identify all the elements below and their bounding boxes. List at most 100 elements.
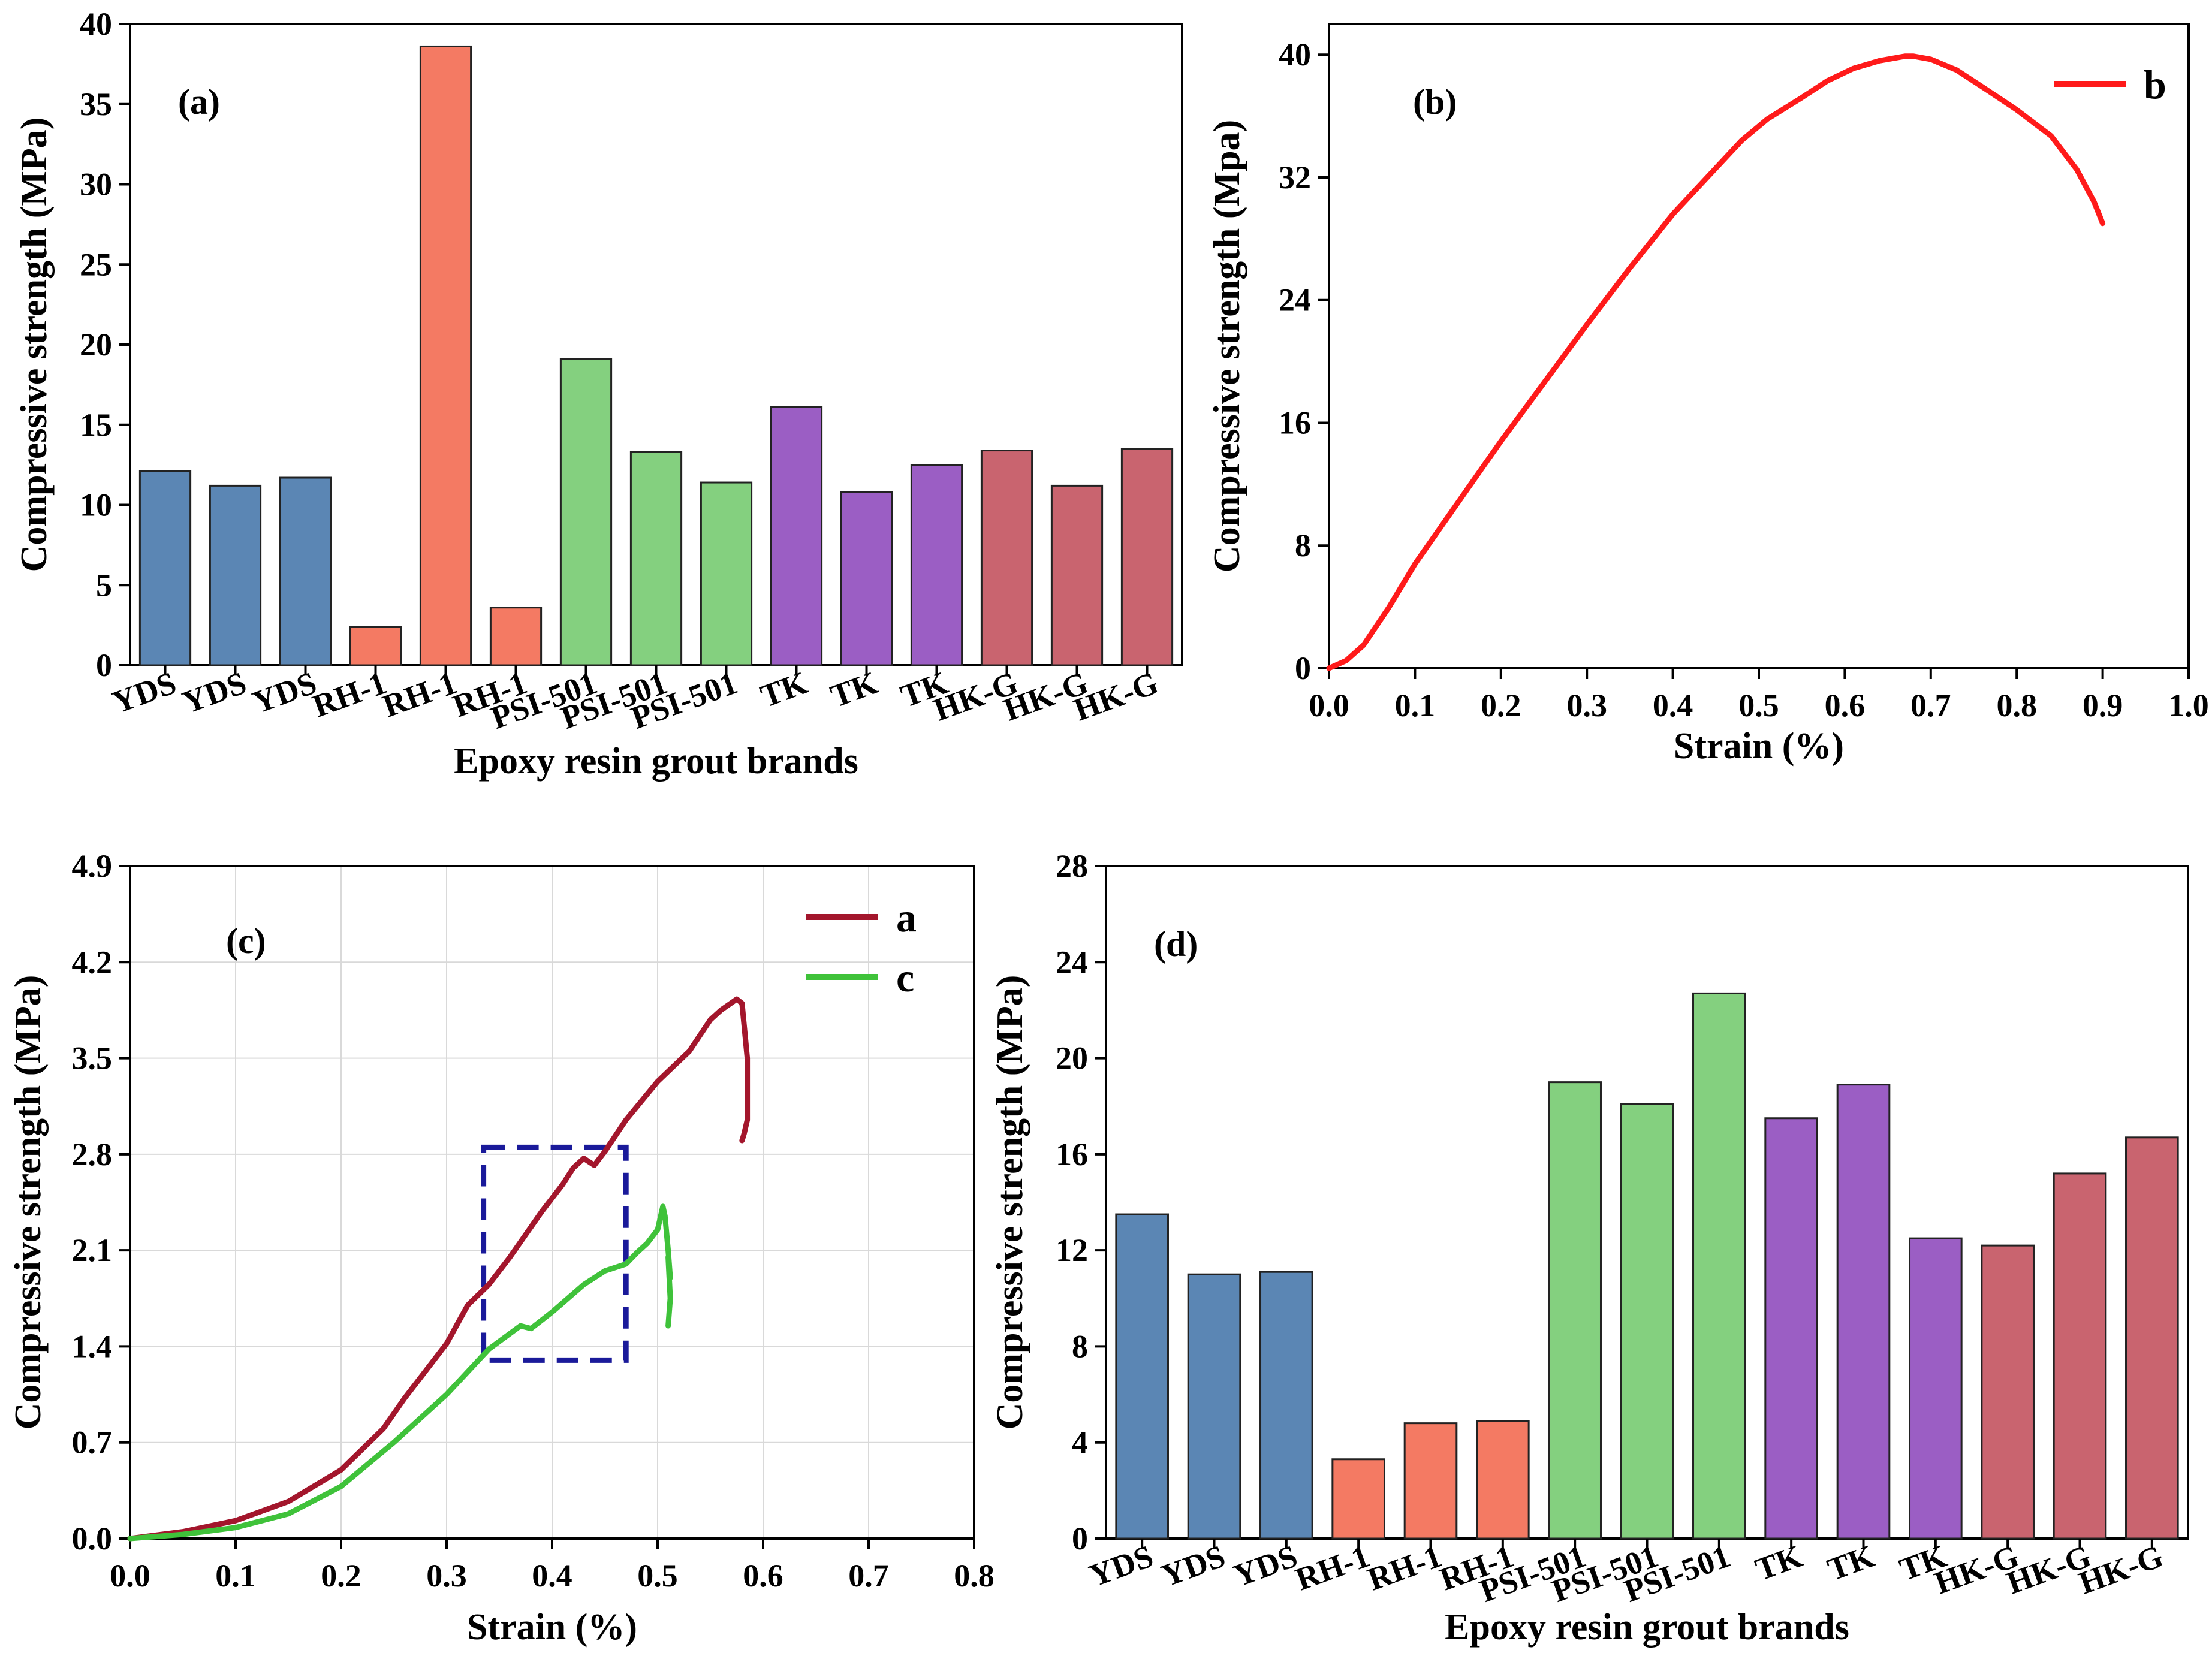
bar-hk-g	[1120, 448, 1174, 666]
y-tick-label: 35	[80, 86, 112, 122]
x-tick-label: RH-1	[1363, 1538, 1446, 1597]
y-tick-label: 16	[1279, 405, 1311, 441]
x-tick-label: 0.3	[1566, 687, 1607, 723]
x-tick-label: YDS	[1084, 1538, 1158, 1594]
bar-tk	[910, 464, 963, 666]
plot-frame	[1328, 23, 2190, 669]
x-tick-label: HK-G	[2074, 1538, 2168, 1601]
y-axis-label: Compressive strength (MPa)	[14, 117, 55, 572]
x-tick-label: TK	[1823, 1538, 1879, 1588]
x-tick-label: 0.8	[1996, 687, 2037, 723]
x-tick-label: YDS	[108, 665, 181, 720]
bar-hk-g	[980, 450, 1033, 666]
bar-tk	[840, 491, 893, 666]
legend-label-c: c	[896, 955, 914, 1000]
y-tick-label: 24	[1279, 282, 1311, 318]
x-tick-label: 0.3	[426, 1558, 467, 1594]
y-tick-label: 2.1	[72, 1232, 113, 1268]
bar-tk	[1909, 1237, 1963, 1540]
bar-rh-1	[1476, 1420, 1530, 1540]
x-tick-label: 0.0	[110, 1558, 150, 1594]
bar-yds	[209, 484, 262, 666]
y-tick-label: 10	[80, 487, 112, 523]
series-line-a	[127, 996, 751, 1542]
y-tick-label: 28	[1056, 848, 1088, 884]
y-axis-label: Compressive strength (Mpa)	[1207, 120, 1247, 572]
y-tick-label: 0	[1295, 650, 1311, 686]
x-tick-label: 0.8	[954, 1558, 995, 1594]
panel-c-line-chart: 0.0 0.1 0.2 0.3 0.4 0.5 0.6 0.7 0.8 0.0 0.7 1.4 2.1 2…	[8, 848, 995, 1648]
bar-yds	[1259, 1271, 1313, 1540]
bar-yds	[279, 476, 332, 666]
x-tick-label: RH-1	[1291, 1538, 1374, 1597]
panel-a-bar-chart: 0510152025303540YDSYDSYDSRH-1RH-1RH-1PSI…	[14, 6, 1183, 782]
x-tick-label: 0.0	[1309, 687, 1349, 723]
bar-rh-1	[1331, 1458, 1385, 1540]
x-tick-label: 0.4	[1653, 687, 1693, 723]
series-line-b	[1326, 53, 2106, 671]
x-tick-label: TK	[826, 665, 882, 714]
y-tick-label: 20	[1056, 1040, 1088, 1076]
bar-tk	[1764, 1117, 1818, 1540]
y-tick-label: 4.2	[72, 944, 113, 980]
y-tick-label: 8	[1295, 527, 1311, 563]
y-tick-label: 16	[1056, 1136, 1088, 1172]
panel-label: (a)	[178, 82, 220, 122]
bar-yds	[1115, 1213, 1169, 1540]
bar-hk-g	[2125, 1136, 2179, 1540]
bar-yds	[1187, 1273, 1241, 1540]
x-tick-label: 0.9	[2083, 687, 2123, 723]
x-tick-label: 1.0	[2168, 687, 2209, 723]
x-tick-label: TK	[756, 665, 812, 714]
y-tick-label: 0.0	[72, 1521, 113, 1557]
x-tick-label: YDS	[1157, 1538, 1230, 1594]
x-tick-label: 0.5	[637, 1558, 678, 1594]
bar-hk-g	[1050, 484, 1104, 666]
x-tick-label: 0.2	[1481, 687, 1521, 723]
y-tick-label: 32	[1279, 159, 1311, 195]
bar-psi-501	[1620, 1103, 1674, 1540]
x-tick-label: 0.5	[1738, 687, 1779, 723]
bar-rh-1	[489, 607, 543, 666]
legend-label-b: b	[2144, 62, 2166, 107]
x-axis-label: Strain (%)	[1674, 726, 1844, 767]
x-tick-label: 0.7	[848, 1558, 889, 1594]
bar-tk	[1836, 1084, 1891, 1540]
y-tick-label: 30	[80, 167, 112, 203]
x-tick-label: 0.2	[321, 1558, 361, 1594]
y-tick-label: 0	[1072, 1521, 1088, 1557]
series-line-c	[127, 1203, 673, 1542]
bar-psi-501	[700, 481, 753, 666]
bar-yds	[138, 470, 192, 666]
legend-label-a: a	[896, 895, 917, 940]
x-tick-label: YDS	[178, 665, 251, 720]
y-tick-label: 4.9	[72, 848, 113, 884]
y-tick-label: 3.5	[72, 1040, 113, 1076]
x-axis-label: Epoxy resin grout brands	[454, 741, 858, 782]
bar-tk	[770, 406, 823, 666]
y-tick-label: 0	[96, 647, 112, 683]
x-tick-label: 0.4	[532, 1558, 572, 1594]
y-tick-label: 15	[80, 407, 112, 443]
x-tick-label: RH-1	[308, 665, 391, 724]
y-tick-label: 8	[1072, 1328, 1088, 1364]
panel-label: (c)	[226, 921, 266, 961]
y-axis-label: Compressive strength (MPa)	[8, 975, 49, 1430]
bar-psi-501	[629, 451, 683, 666]
panel-d-bar-chart: 0481216202428YDSYDSYDSRH-1RH-1RH-1PSI-50…	[990, 848, 2189, 1648]
y-tick-label: 20	[80, 327, 112, 363]
y-tick-label: 2.8	[72, 1136, 113, 1172]
y-axis-label: Compressive strength (MPa)	[990, 975, 1030, 1430]
y-tick-label: 25	[80, 246, 112, 282]
y-tick-label: 12	[1056, 1232, 1088, 1268]
bar-psi-501	[1692, 992, 1746, 1540]
y-tick-label: 5	[96, 567, 112, 603]
x-tick-label: 0.6	[743, 1558, 783, 1594]
x-tick-label: 0.1	[215, 1558, 256, 1594]
panel-b-line-chart: 0.0 0.1 0.2 0.3 0.4 0.5 0.6 0.7 0.8 0.9 1.0 0 8 16 24 3…	[1207, 23, 2209, 767]
x-tick-label: 0.7	[1910, 687, 1951, 723]
x-tick-label: 0.1	[1395, 687, 1436, 723]
y-tick-label: 40	[1279, 37, 1311, 73]
x-axis-label: Epoxy resin grout brands	[1445, 1607, 1849, 1648]
